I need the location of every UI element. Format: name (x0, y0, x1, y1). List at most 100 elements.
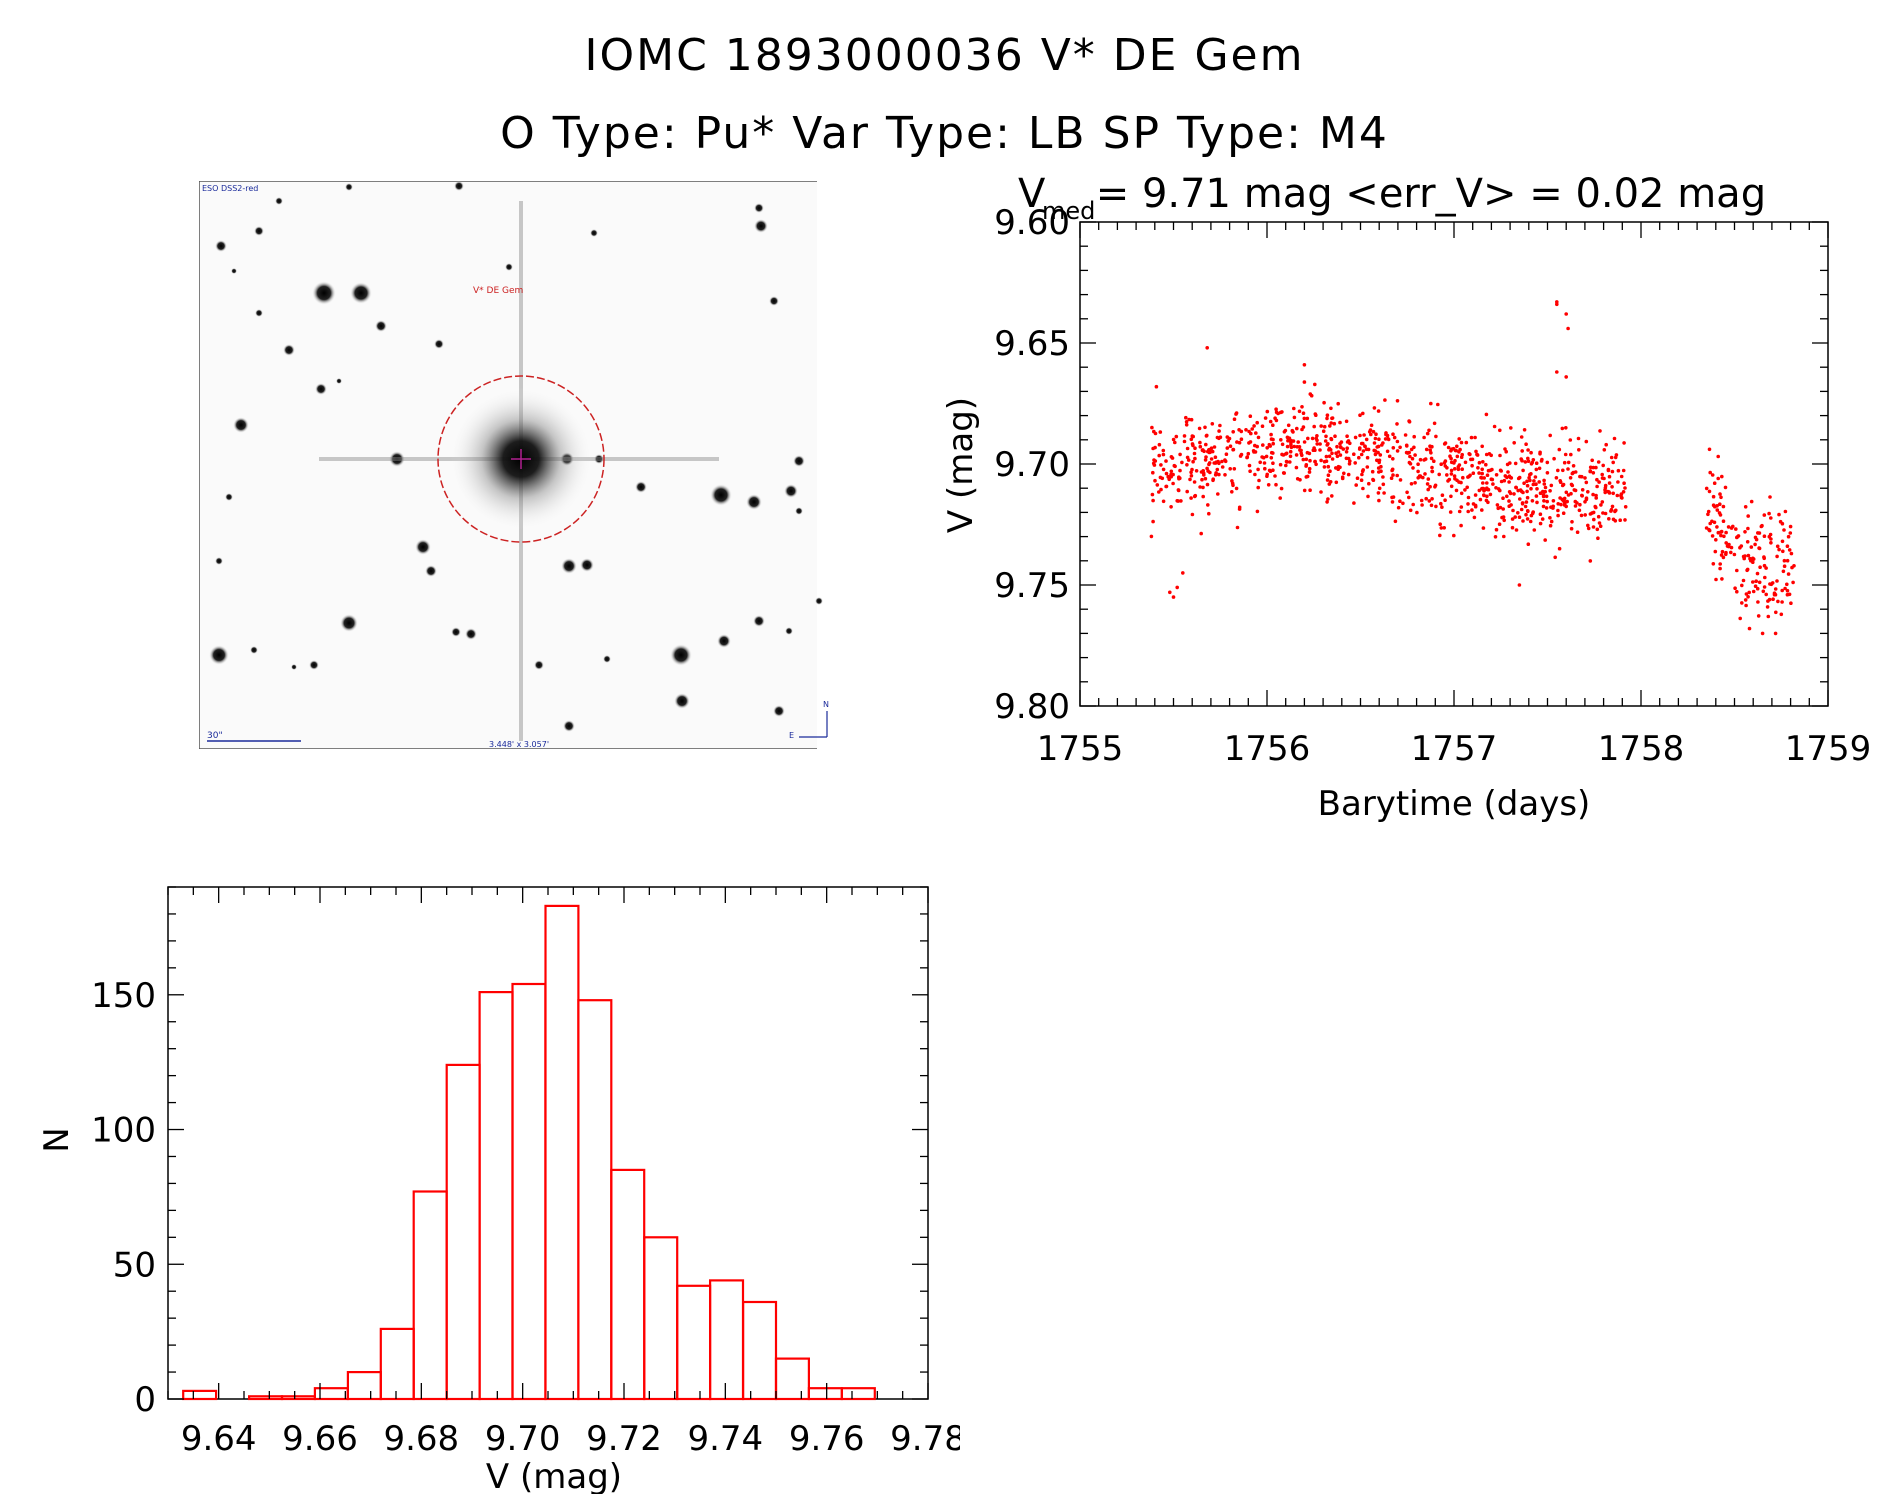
lc-point (1510, 525, 1515, 530)
lc-point (1492, 424, 1497, 429)
lc-point (1548, 433, 1552, 438)
lc-point (1365, 455, 1370, 460)
lc-point (1341, 447, 1346, 451)
lc-point (1553, 555, 1557, 560)
lc-point (1408, 508, 1413, 513)
lc-point (1480, 471, 1484, 476)
lc-point (1427, 499, 1432, 503)
lc-point (1325, 443, 1329, 447)
lc-point (1455, 454, 1460, 459)
lc-point (1443, 498, 1447, 503)
lc-point (1292, 406, 1296, 411)
lc-point (1555, 302, 1559, 307)
lc-point (1498, 468, 1503, 473)
lc-point (1198, 440, 1202, 445)
lc-point (1495, 503, 1500, 507)
lc-point (1248, 469, 1252, 474)
lc-point (1217, 436, 1221, 441)
lc-point (1473, 435, 1477, 440)
lc-point (1395, 439, 1400, 444)
lc-point (1353, 435, 1358, 440)
lc-point (1274, 482, 1278, 487)
lc-point (1583, 476, 1587, 480)
hist-bar (248, 1395, 284, 1401)
lc-point (1319, 490, 1323, 494)
lc-point (1160, 476, 1165, 481)
lc-point (1525, 479, 1529, 484)
lc-point (1302, 363, 1307, 367)
lc-point (1235, 525, 1240, 530)
lc-point (1175, 499, 1179, 503)
lc-point (1421, 475, 1425, 480)
lc-point (1169, 469, 1174, 474)
lc-point (1177, 476, 1181, 481)
lc-point (1390, 468, 1394, 473)
lc-point (1476, 466, 1480, 470)
lc-point (1602, 448, 1607, 452)
lc-point (1457, 437, 1461, 441)
lc-point (1371, 429, 1376, 434)
lc-point (1338, 420, 1342, 425)
lc-point (1442, 526, 1446, 530)
lc-point (1466, 509, 1470, 514)
lc-point (1427, 428, 1431, 433)
lc-point (1386, 437, 1391, 442)
lc-point (1785, 544, 1790, 548)
lc-point (1487, 452, 1492, 456)
lc-point (1230, 490, 1234, 494)
lc-point (1389, 476, 1394, 481)
lc-point (1482, 493, 1486, 498)
lc-point (1239, 437, 1244, 442)
lc-point (1381, 441, 1385, 445)
lc-point (1304, 463, 1309, 467)
lc-point (1391, 495, 1396, 499)
lc-point (1286, 423, 1291, 428)
lc-point (1199, 531, 1203, 536)
lc-point (1423, 472, 1427, 476)
lc-point (1735, 589, 1739, 594)
lc-point (1753, 542, 1757, 547)
lc-point (1296, 440, 1300, 444)
lc-point (1327, 454, 1332, 459)
field-star (603, 655, 611, 663)
lc-point (1523, 504, 1528, 509)
finder-chart-image: ESO DSS2-red V* DE Gem 30" 3.448' x 3.05… (199, 181, 841, 749)
lc-point (1352, 452, 1356, 457)
lc-point (1485, 481, 1489, 485)
lc-point (1345, 446, 1349, 451)
lc-point (1429, 456, 1434, 461)
lc-point (1780, 539, 1785, 544)
lc-point (1260, 424, 1265, 428)
lc-point (1611, 517, 1616, 522)
lc-point (1185, 446, 1190, 451)
lc-x-axis-label: Barytime (days) (1318, 784, 1591, 824)
lc-point (1411, 466, 1415, 470)
lc-y-tick-label: 9.75 (994, 566, 1070, 606)
lc-point (1561, 498, 1565, 503)
lc-point (1216, 492, 1220, 496)
lc-point (1785, 558, 1790, 563)
lc-point (1600, 500, 1605, 504)
lc-point (1326, 473, 1331, 478)
field-star (746, 494, 762, 510)
lc-point (1537, 480, 1541, 484)
lc-point (1150, 425, 1154, 430)
lc-point (1230, 479, 1234, 483)
lc-point (1563, 452, 1568, 457)
lc-point (1185, 489, 1189, 494)
lc-point (1373, 436, 1378, 441)
lc-point (1740, 583, 1744, 588)
lc-point (1361, 486, 1365, 491)
lc-point (1505, 494, 1509, 499)
lc-point (1493, 535, 1498, 539)
lc-point (1742, 556, 1746, 561)
field-star (769, 296, 779, 306)
lc-point (1434, 434, 1438, 439)
field-star (215, 240, 227, 252)
lc-point (1711, 562, 1716, 566)
lc-point (1524, 442, 1528, 447)
lc-point (1477, 460, 1482, 465)
lc-point (1604, 442, 1608, 447)
lc-point (1339, 440, 1344, 444)
lc-point (1755, 586, 1760, 591)
